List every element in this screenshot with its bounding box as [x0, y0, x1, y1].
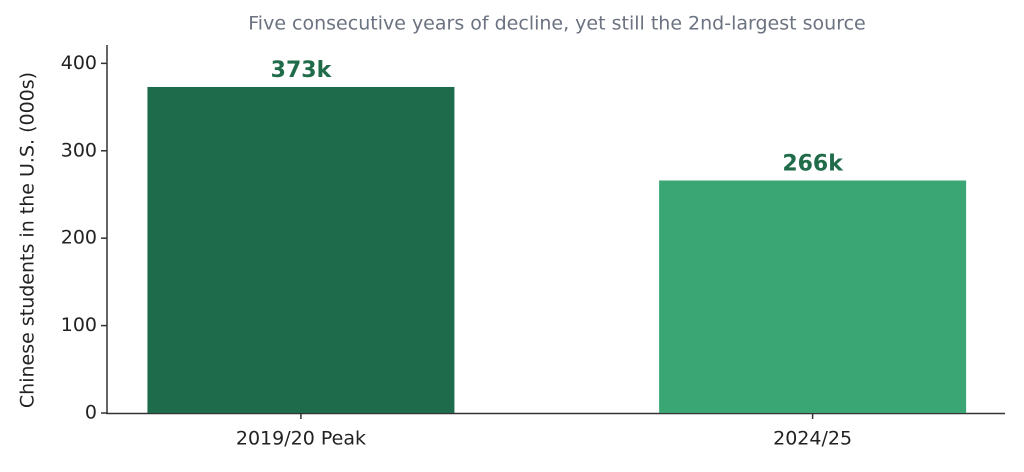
y-tick-label: 300 [61, 139, 97, 161]
x-tick-label: 2024/25 [773, 428, 852, 450]
y-tick-label: 200 [61, 227, 97, 249]
x-tick-label: 2019/20 Peak [236, 428, 366, 450]
y-tick-label: 400 [61, 52, 97, 74]
value-label: 266k [782, 151, 844, 176]
y-tick-label: 0 [85, 402, 97, 424]
bar [659, 180, 967, 413]
bar [147, 86, 455, 413]
y-tick-label: 100 [61, 314, 97, 336]
y-axis-label: Chinese students in the U.S. (000s) [17, 72, 39, 408]
chart-title: Five consecutive years of decline, yet s… [248, 13, 865, 35]
value-label: 373k [271, 58, 333, 83]
